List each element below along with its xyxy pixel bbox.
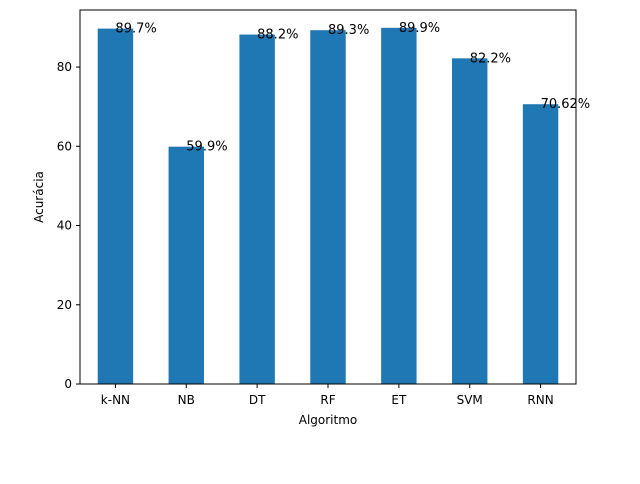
bar-k-nn (97, 28, 134, 385)
data-label-dt: 88.2% (257, 28, 298, 43)
y-tick-label-80: 80 (57, 60, 72, 74)
y-tick-label-40: 40 (57, 219, 72, 233)
y-axis-label: Acurácia (32, 171, 46, 223)
x-tick-label-k-nn: k-NN (101, 393, 130, 407)
x-tick-label-svm: SVM (457, 393, 483, 407)
x-tick-label-dt: DT (249, 393, 266, 407)
x-tick-label-et: ET (391, 393, 407, 407)
y-axis-ticks: 0 20 40 60 80 (57, 60, 80, 391)
x-tick-label-rf: RF (320, 393, 335, 407)
y-tick-label-20: 20 (57, 298, 72, 312)
axes-frame (79, 9, 577, 385)
data-label-svm: 82.2% (470, 51, 511, 66)
x-axis-label: Algoritmo (299, 413, 358, 427)
bars-layer (97, 27, 559, 385)
data-label-rnn: 70.62% (541, 97, 591, 112)
bar-dt (239, 34, 275, 384)
y-tick-label-60: 60 (57, 139, 72, 153)
data-label-et: 89.9% (399, 21, 440, 36)
data-labels-layer: 89.7% 59.9% 88.2% 89.3% 89.9% 82.2% 70.62% (115, 21, 590, 155)
data-label-nb: 59.9% (186, 140, 227, 155)
x-axis-ticks: k-NN NB DT RF ET SVM RNN (101, 384, 554, 407)
bar-et (381, 27, 417, 384)
data-label-rf: 89.3% (328, 23, 369, 38)
bar-rf (310, 30, 346, 385)
bar-svm (452, 58, 488, 384)
y-tick-label-0: 0 (64, 377, 72, 391)
bar-nb (168, 146, 204, 384)
x-tick-label-rnn: RNN (527, 393, 553, 407)
bar-rnn (522, 104, 559, 384)
data-label-k-nn: 89.7% (115, 22, 156, 37)
x-tick-label-nb: NB (178, 393, 195, 407)
